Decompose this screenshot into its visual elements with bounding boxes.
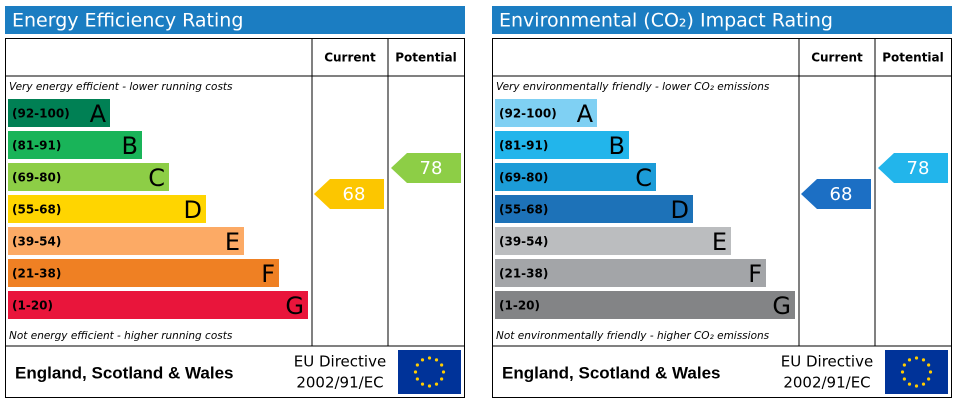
band-range: (92-100) [499,107,557,121]
panel-title: Environmental (CO₂) Impact Rating [499,10,833,32]
eu-star [415,377,419,381]
rating-value: 78 [907,158,930,179]
band-range: (69-80) [12,171,61,185]
title-bar [492,6,952,34]
eu-star [427,384,432,388]
eu-star [415,363,419,367]
rating-value: 68 [343,184,366,205]
eu-star [914,384,919,388]
rating-band [495,99,597,127]
rating-band [495,163,656,191]
band-range: (21-38) [12,267,61,281]
directive: 2002/91/EC [783,374,870,392]
band-letter: D [184,196,202,224]
eu-star [902,363,906,367]
eu-star [902,377,906,381]
band-range: (55-68) [499,203,548,217]
rating-arrow [801,179,871,209]
rating-band [8,259,279,287]
rating-arrow [314,179,384,209]
eu-star [440,363,444,367]
column-header: Current [324,51,376,65]
rating-value: 68 [830,184,853,205]
rating-band [8,227,244,255]
directive: EU Directive [781,353,873,371]
band-range: (55-68) [12,203,61,217]
eu-star [440,377,444,381]
directive: EU Directive [294,353,386,371]
eu-star [907,382,912,386]
eu-star [434,382,439,386]
rating-arrow [391,153,461,183]
rating-band [8,99,110,127]
band-range: (1-20) [12,299,53,313]
eu-star [900,370,905,374]
band-letter: G [285,292,304,320]
panel-title: Energy Efficiency Rating [12,10,243,32]
rating-band [495,131,629,159]
top-note: Very energy efficient - lower running co… [9,81,233,93]
band-letter: C [635,164,652,192]
band-letter: B [609,132,625,160]
eu-star [914,356,919,360]
rating-band [495,291,795,319]
band-range: (92-100) [12,107,70,121]
title-bar [5,6,465,34]
band-range: (21-38) [499,267,548,281]
column-header: Current [811,51,863,65]
rating-panel: Energy Efficiency Rating Current Potential… [5,6,465,398]
eu-star [907,358,912,362]
rating-band [495,259,766,287]
directive: 2002/91/EC [296,374,383,392]
frame [5,38,465,398]
eu-star [427,356,432,360]
eu-star [420,358,425,362]
frame [492,38,952,398]
band-range: (81-91) [499,139,548,153]
rating-band [8,195,206,223]
rating-band [8,291,308,319]
bottom-note: Not energy efficient - higher running co… [9,330,233,342]
eu-star [434,358,439,362]
band-letter: F [261,260,275,288]
band-range: (69-80) [499,171,548,185]
band-letter: E [225,228,240,256]
rating-arrow [878,153,948,183]
eu-star [927,377,931,381]
band-letter: A [577,100,594,128]
band-letter: G [772,292,791,320]
band-letter: E [712,228,727,256]
column-header: Potential [395,51,457,65]
rating-band [495,195,693,223]
eu-star [441,370,446,374]
band-range: (81-91) [12,139,61,153]
band-range: (39-54) [12,235,61,249]
band-range: (1-20) [499,299,540,313]
band-letter: F [748,260,762,288]
region: England, Scotland & Wales [15,363,234,382]
band-letter: A [90,100,107,128]
rating-band [8,163,169,191]
rating-value: 78 [420,158,443,179]
eu-star [927,363,931,367]
eu-star [921,382,926,386]
band-letter: D [671,196,689,224]
eu-star [420,382,425,386]
rating-band [8,131,142,159]
region: England, Scotland & Wales [502,363,721,382]
bottom-note: Not environmentally friendly - higher CO… [496,330,770,342]
band-letter: C [148,164,165,192]
eu-star [413,370,418,374]
band-range: (39-54) [499,235,548,249]
eu-star [928,370,933,374]
rating-panel: Environmental (CO₂) Impact Rating Current… [492,6,952,398]
eu-star [921,358,926,362]
top-note: Very environmentally friendly - lower CO… [496,81,770,93]
rating-band [495,227,731,255]
column-header: Potential [882,51,944,65]
band-letter: B [122,132,138,160]
